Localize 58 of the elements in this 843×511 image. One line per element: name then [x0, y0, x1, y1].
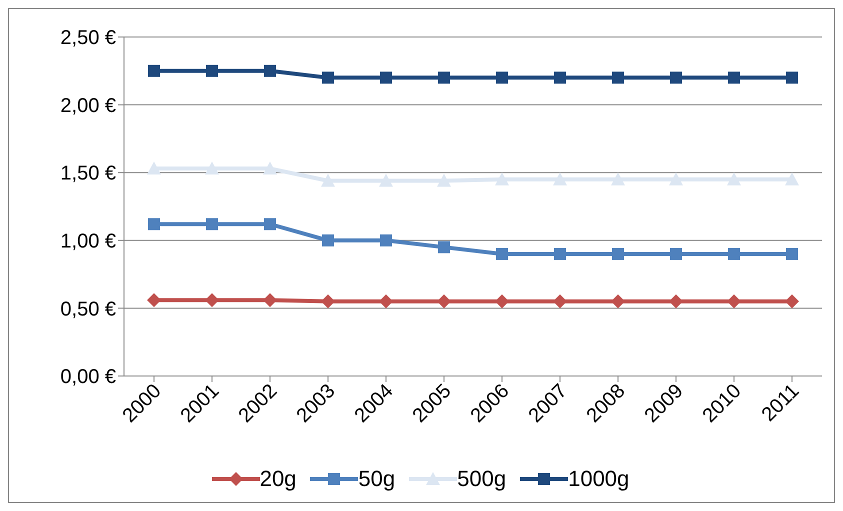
- point: [263, 293, 277, 308]
- point: [263, 162, 277, 175]
- point: [380, 72, 392, 84]
- point: [321, 174, 335, 187]
- point: [495, 294, 509, 308]
- point: [785, 294, 799, 308]
- point: [437, 294, 451, 308]
- point: [495, 172, 509, 186]
- point: [148, 64, 160, 77]
- point: [728, 248, 740, 260]
- point: [670, 72, 682, 84]
- point: [611, 172, 625, 186]
- point: [264, 64, 276, 77]
- point: [670, 248, 682, 260]
- point: [612, 248, 624, 260]
- legend-label: 20g: [260, 466, 296, 492]
- point: [553, 172, 567, 186]
- point: [147, 162, 161, 175]
- point: [206, 218, 218, 230]
- point: [206, 64, 218, 77]
- point: [728, 72, 740, 84]
- point: [496, 72, 508, 84]
- point: [321, 294, 335, 308]
- point: [205, 162, 219, 175]
- y-tick-label: 0,50 €: [60, 298, 116, 320]
- legend-label: 500g: [457, 466, 506, 492]
- point: [496, 248, 508, 260]
- point: [147, 293, 161, 308]
- point: [727, 172, 741, 186]
- point: [322, 72, 334, 84]
- y-tick-label: 1,50 €: [60, 162, 116, 185]
- point: [554, 248, 566, 260]
- point: [786, 72, 798, 84]
- point: [553, 294, 567, 308]
- y-tick-label: 2,50 €: [60, 27, 116, 50]
- point: [611, 294, 625, 308]
- point: [205, 293, 219, 308]
- point: [669, 294, 683, 308]
- point: [438, 241, 450, 254]
- point: [727, 294, 741, 308]
- legend-label: 50g: [358, 466, 396, 492]
- y-tick-label: 2,00 €: [60, 94, 116, 117]
- point: [438, 72, 450, 84]
- point: [554, 72, 566, 84]
- y-tick-label: 1,00 €: [60, 230, 116, 252]
- point: [786, 248, 798, 260]
- point: [612, 72, 624, 84]
- point: [322, 234, 334, 246]
- point: [379, 174, 393, 187]
- point: [437, 174, 451, 187]
- point: [148, 218, 160, 230]
- point: [785, 172, 799, 186]
- y-tick-label: 0,00 €: [60, 366, 116, 388]
- legend-label: 1000g: [568, 466, 630, 492]
- point: [380, 234, 392, 246]
- point: [669, 172, 683, 186]
- point: [379, 294, 393, 308]
- point: [264, 218, 276, 230]
